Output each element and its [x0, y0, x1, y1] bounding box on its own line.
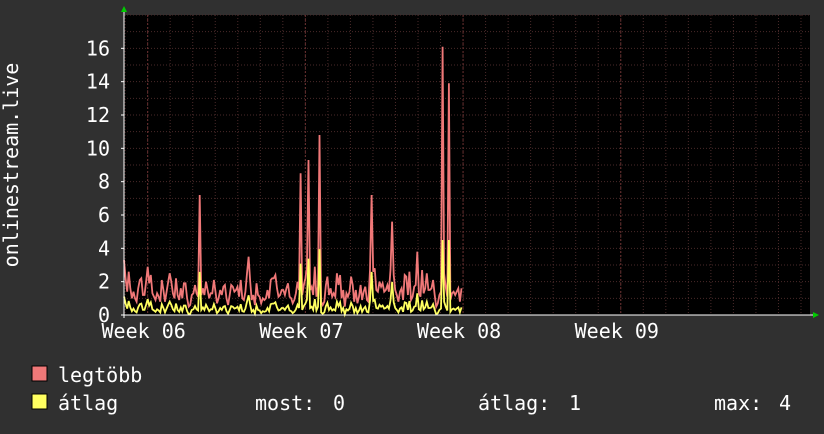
stat-atlag-value: 1: [569, 391, 581, 415]
stats: most: 0 átlag: 1 max: 4: [255, 391, 791, 415]
ytick-layer: 0 2 4 6 8 10 12 14 16: [86, 36, 124, 327]
y-tick-label-4: 4: [98, 236, 110, 260]
series-legtobb-line: [123, 46, 463, 310]
xtick-layer: Week 06 Week 07 Week 08 Week 09: [102, 319, 659, 343]
y-tick-label-16: 16: [86, 36, 110, 60]
legend-label-atlag: átlag: [58, 391, 118, 415]
axes-layer: [121, 6, 819, 318]
stat-atlag-label: átlag:: [478, 391, 550, 415]
y-tick-label-0: 0: [98, 303, 110, 327]
x-tick-label-0: Week 06: [102, 319, 186, 343]
x-tick-label-2: Week 08: [417, 319, 501, 343]
stat-max-label: max:: [714, 391, 762, 415]
stat-max-value: 4: [779, 391, 791, 415]
y-tick-label-6: 6: [98, 203, 110, 227]
grid-minor: [124, 14, 810, 315]
series-atlag-line: [123, 239, 463, 318]
y-tick-label-14: 14: [86, 70, 110, 94]
grid-major: [147, 15, 622, 315]
y-tick-label-2: 2: [98, 270, 110, 294]
stat-most-value: 0: [333, 391, 345, 415]
y-tick-label-12: 12: [86, 103, 110, 127]
legend-label-legtobb: legtöbb: [58, 363, 142, 387]
y-tick-label-10: 10: [86, 136, 110, 160]
series-layer: [123, 46, 463, 318]
x-tick-label-1: Week 07: [259, 319, 343, 343]
legend-swatch-atlag: [31, 393, 48, 410]
y-axis-label: onlinestream.live: [0, 63, 23, 268]
y-axis-arrow: [121, 6, 127, 12]
x-axis-arrow: [813, 312, 819, 318]
legend-swatch-legtobb: [31, 365, 48, 382]
stat-most-label: most:: [255, 391, 315, 415]
legend: legtöbb átlag: [31, 363, 142, 415]
x-tick-label-3: Week 09: [575, 319, 659, 343]
y-tick-label-8: 8: [98, 170, 110, 194]
